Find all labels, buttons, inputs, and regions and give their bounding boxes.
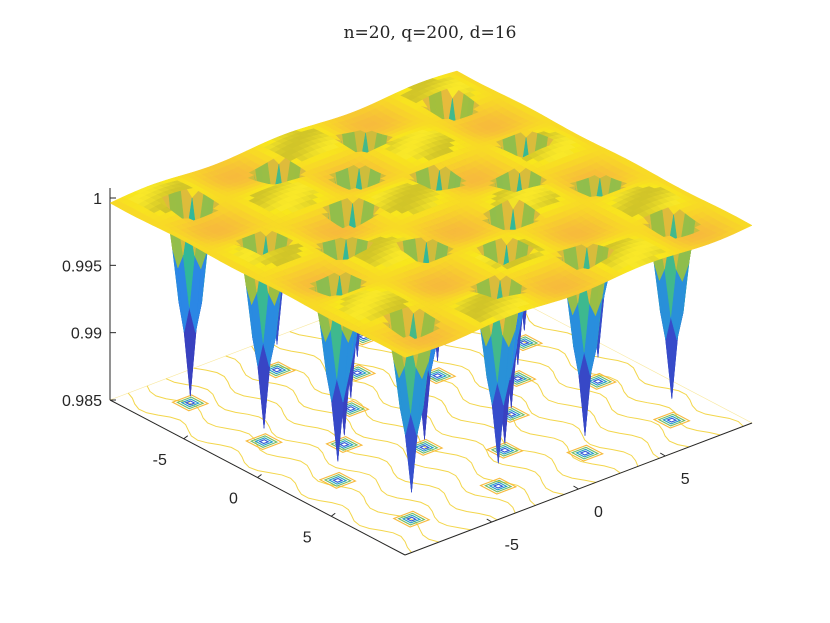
contour-spike-ring bbox=[171, 394, 210, 412]
x-tick-label: 5 bbox=[303, 529, 312, 546]
z-tick-label: 0.985 bbox=[62, 393, 102, 410]
contour-spike-ring bbox=[405, 438, 444, 456]
contour-spike-ring bbox=[579, 372, 617, 390]
contour-spike-ring bbox=[485, 441, 524, 459]
z-tick-label: 0.99 bbox=[71, 326, 102, 343]
x-tick-mark bbox=[183, 435, 189, 440]
contour-line bbox=[318, 320, 621, 474]
y-tick-label: 5 bbox=[681, 471, 690, 488]
contour-spike-ring bbox=[245, 433, 283, 451]
contour-spike-ring bbox=[318, 471, 357, 489]
y-tick-label: -5 bbox=[505, 537, 519, 554]
x-tick-label: -5 bbox=[153, 452, 167, 469]
contour-line bbox=[225, 355, 516, 514]
chart-title: n=20, q=200, d=16 bbox=[344, 23, 517, 43]
y-axis: -5 0 5 bbox=[404, 422, 753, 556]
y-tick-mark bbox=[486, 518, 493, 523]
contour-spike-ring bbox=[566, 444, 604, 462]
x-tick-mark bbox=[330, 512, 336, 517]
contour-spike-ring bbox=[258, 361, 296, 379]
z-axis: 0.985 0.99 0.995 1 bbox=[62, 188, 116, 410]
contour-line bbox=[146, 385, 440, 543]
surface-patch bbox=[399, 352, 412, 358]
contour-spike-ring bbox=[652, 411, 691, 429]
x-tick-mark bbox=[257, 474, 262, 478]
contour-spike-ring bbox=[418, 367, 457, 385]
y-tick-mark bbox=[573, 485, 579, 490]
contour-spike-ring bbox=[325, 436, 364, 453]
x-tick-label: 0 bbox=[229, 491, 238, 508]
contour-line bbox=[251, 345, 536, 506]
z-tick-label: 0.995 bbox=[62, 258, 102, 275]
contour-spike-ring bbox=[479, 477, 518, 495]
surface bbox=[109, 70, 753, 493]
contour-spike-ring bbox=[392, 510, 431, 528]
z-tick-label: 1 bbox=[93, 191, 102, 208]
y-tick-mark bbox=[659, 452, 666, 457]
x-axis: -5 0 5 bbox=[109, 399, 406, 556]
contour-line bbox=[165, 378, 472, 531]
contour-line bbox=[127, 392, 412, 553]
y-tick-label: 0 bbox=[594, 504, 603, 521]
